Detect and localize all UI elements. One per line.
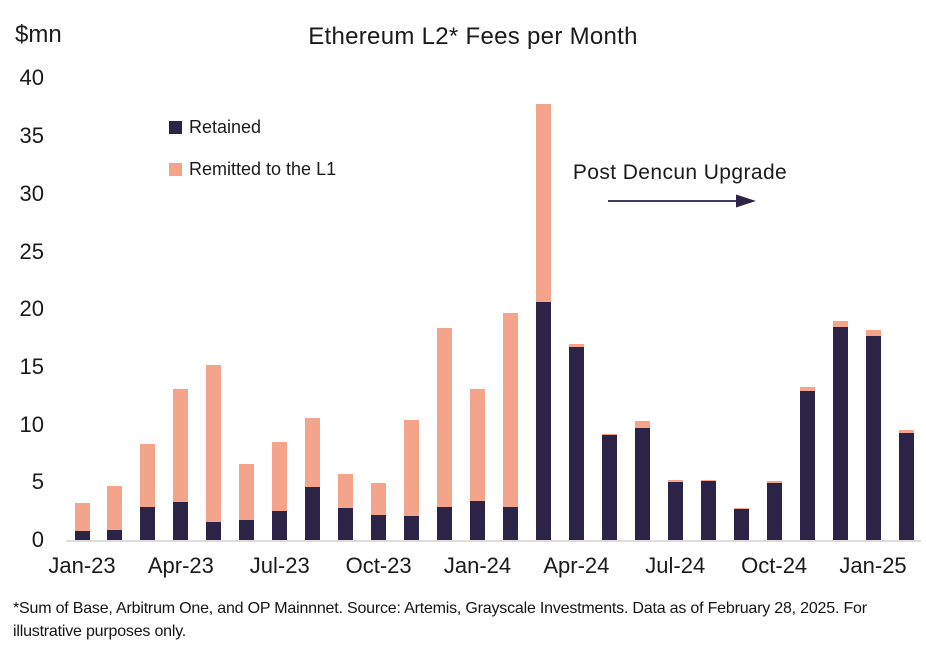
bar-segment-retained: [634, 428, 650, 540]
x-tick-label: Oct-24: [741, 553, 808, 578]
bar-segment-retained: [338, 507, 354, 540]
bar-segment-retained: [239, 520, 255, 540]
x-tick-label: Jul-23: [249, 553, 310, 578]
bar-segment-retained: [437, 506, 453, 540]
bar-segment-remitted: [502, 312, 518, 507]
bar-segment-retained: [766, 483, 782, 540]
bar-segment-remitted: [338, 474, 354, 508]
x-tick-label: Apr-24: [543, 553, 610, 578]
y-axis-unit-label: $mn: [15, 21, 62, 48]
bar-segment-remitted: [173, 388, 189, 502]
bar-segment-remitted: [799, 386, 815, 392]
y-tick-label: 25: [19, 238, 44, 264]
x-axis-line: [66, 540, 921, 542]
bar-segment-retained: [535, 302, 551, 540]
x-tick-label: Jan-25: [839, 553, 907, 578]
y-tick-label: 5: [31, 469, 44, 495]
bar-segment-remitted: [667, 479, 683, 483]
bar-segment-remitted: [601, 433, 617, 435]
bar-segment-retained: [832, 326, 848, 540]
bar-segment-retained: [799, 391, 815, 540]
legend-item-retained: Retained: [169, 116, 336, 137]
bar-segment-remitted: [107, 485, 123, 530]
bar-segment-retained: [700, 481, 716, 540]
bar-segment-retained: [601, 434, 617, 540]
bar-segment-retained: [667, 482, 683, 540]
bar-segment-retained: [74, 530, 90, 540]
bar-segment-retained: [173, 501, 189, 540]
bar-segment-remitted: [898, 430, 914, 433]
bar-segment-retained: [898, 432, 914, 540]
bar-segment-remitted: [74, 503, 90, 531]
bar-segment-retained: [470, 500, 486, 540]
chart-title: Ethereum L2* Fees per Month: [308, 23, 638, 50]
bar-segment-retained: [502, 506, 518, 540]
legend: Retained Remitted to the L1: [169, 116, 337, 202]
legend-label-remitted: Remitted to the L1: [189, 158, 337, 179]
remitted-swatch-icon: [169, 162, 182, 176]
y-tick-label: 0: [31, 527, 44, 552]
y-tick-label: 35: [19, 123, 44, 149]
x-tick-label: Jul-24: [645, 553, 706, 578]
bar-segment-remitted: [733, 507, 749, 509]
y-tick-label: 30: [19, 180, 44, 206]
bar-segment-retained: [733, 508, 749, 540]
bar-segment-remitted: [535, 103, 551, 303]
bar-segment-remitted: [832, 320, 848, 327]
bar-segment-retained: [568, 347, 584, 540]
bar-segment-remitted: [140, 444, 156, 507]
bar-segment-retained: [371, 514, 387, 540]
bar-segment-retained: [107, 529, 123, 540]
bar-segment-retained: [305, 486, 321, 540]
bar-segment-retained: [140, 506, 156, 540]
legend-item-remitted: Remitted to the L1: [169, 158, 337, 179]
x-tick-label: Apr-23: [147, 553, 214, 578]
annotation-post-dencun: Post Dencun Upgrade: [572, 161, 788, 184]
legend-label-retained: Retained: [189, 116, 262, 137]
bar-segment-remitted: [766, 481, 782, 484]
y-tick-label: 20: [19, 296, 44, 322]
bar-segment-remitted: [305, 417, 321, 487]
bar-segment-remitted: [272, 441, 288, 512]
bar-segment-remitted: [865, 329, 881, 336]
x-tick-label: Jan-23: [48, 553, 116, 578]
y-tick-label: 40: [19, 65, 44, 91]
bar-segment-remitted: [634, 421, 650, 429]
bar-segment-remitted: [206, 364, 222, 522]
y-tick-label: 10: [19, 411, 44, 437]
bar-segment-remitted: [404, 419, 420, 516]
bar-segment-remitted: [700, 479, 716, 482]
bar-segment-remitted: [437, 327, 453, 507]
footnote: *Sum of Base, Arbitrum One, and OP Mainn…: [13, 600, 867, 641]
bar-segment-remitted: [371, 483, 387, 515]
x-tick-label: Jan-24: [443, 553, 512, 578]
bar-segment-retained: [206, 521, 222, 540]
retained-swatch-icon: [169, 120, 182, 134]
right-arrow-icon: [608, 194, 756, 208]
bar-segment-remitted: [470, 388, 486, 501]
bar-segment-retained: [865, 335, 881, 540]
bar-segment-remitted: [568, 343, 584, 348]
bar-segment-retained: [272, 511, 288, 540]
x-tick-label: Oct-23: [345, 553, 412, 578]
bar-segment-remitted: [239, 463, 255, 521]
y-tick-label: 15: [19, 353, 44, 379]
bar-segment-retained: [404, 515, 420, 540]
